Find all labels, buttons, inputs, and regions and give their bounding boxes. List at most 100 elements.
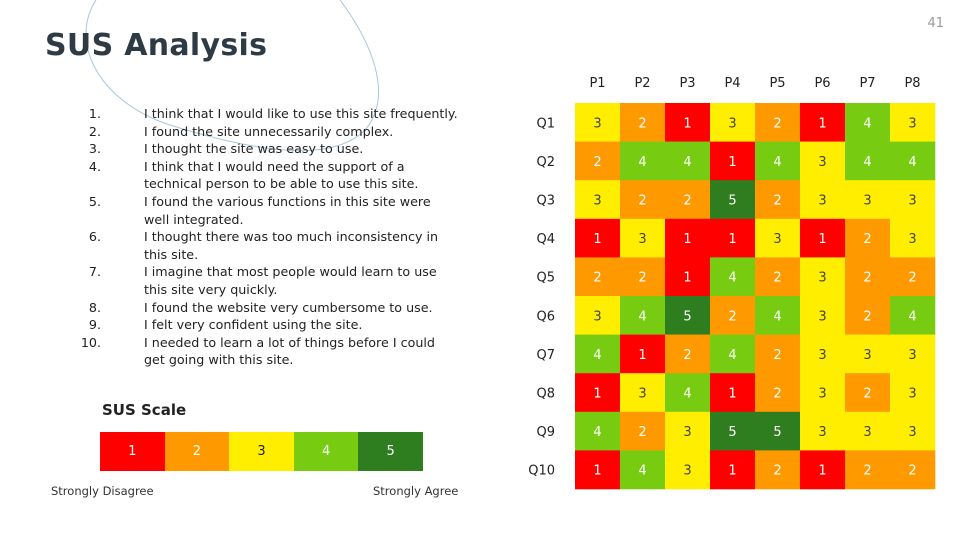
heatmap-value: 3	[773, 232, 781, 247]
heatmap-cell	[845, 450, 891, 490]
column-label: P4	[724, 76, 740, 91]
heatmap-cell	[620, 180, 666, 220]
heatmap-cell	[665, 257, 711, 297]
heatmap-value: 4	[863, 155, 871, 170]
row-label: Q5	[536, 271, 555, 286]
heatmap-value: 3	[818, 309, 826, 324]
heatmap-cell	[620, 334, 666, 374]
heatmap-value: 1	[593, 464, 601, 479]
heatmap-value: 3	[818, 155, 826, 170]
heatmap-cell	[755, 218, 801, 258]
column-label: P1	[589, 76, 605, 91]
scale-low-label: Strongly Disagree	[51, 484, 154, 498]
heatmap-cell	[890, 296, 936, 335]
row-label: Q2	[536, 155, 555, 170]
heatmap-value: 3	[593, 194, 601, 209]
heatmap-cell	[620, 141, 666, 181]
heatmap-value: 5	[728, 425, 736, 440]
heatmap-cell	[845, 373, 891, 413]
heatmap-cell	[575, 373, 621, 413]
heatmap-value: 2	[863, 387, 871, 402]
heatmap-value: 4	[638, 155, 646, 170]
heatmap-value: 1	[683, 232, 691, 247]
heatmap-cell	[620, 296, 666, 335]
heatmap-value: 3	[593, 309, 601, 324]
heatmap-value: 1	[683, 271, 691, 286]
heatmap-value: 4	[728, 348, 736, 363]
row-label: Q4	[536, 232, 555, 247]
heatmap-value: 2	[683, 348, 691, 363]
heatmap-value: 3	[908, 387, 916, 402]
heatmap-value: 3	[908, 194, 916, 209]
heatmap-value: 3	[908, 425, 916, 440]
question-list: 1. I think that I would like to use this …	[58, 105, 458, 369]
heatmap-cell	[890, 450, 936, 490]
scale-high-label: Strongly Agree	[373, 484, 459, 498]
question-text: I thought the site was easy to use.	[144, 141, 364, 157]
heatmap-cell	[710, 141, 756, 181]
heatmap-cell	[710, 450, 756, 490]
heatmap-cell	[620, 103, 666, 142]
heatmap-cell	[710, 373, 756, 413]
row-label: Q1	[536, 116, 555, 131]
question-item: 6. I thought there was too much inconsist…	[58, 228, 458, 263]
heatmap-cell	[800, 141, 846, 181]
heatmap-value: 4	[863, 116, 871, 131]
question-number: 2.	[88, 123, 101, 139]
heatmap-value: 3	[818, 348, 826, 363]
heatmap-cell	[755, 141, 801, 181]
heatmap-cell	[710, 411, 756, 451]
heatmap-cell	[620, 218, 666, 258]
heatmap-value: 2	[593, 271, 601, 286]
heatmap-value: 5	[773, 425, 781, 440]
heatmap-cell	[620, 373, 666, 413]
heatmap-value: 2	[863, 271, 871, 286]
heatmap-value: 1	[593, 232, 601, 247]
heatmap-cell	[800, 180, 846, 220]
heatmap-cell	[755, 180, 801, 220]
heatmap-cell	[890, 373, 936, 413]
heatmap-cell	[665, 450, 711, 490]
heatmap-cell	[845, 218, 891, 258]
heatmap-cell	[620, 411, 666, 451]
heatmap-value: 3	[818, 387, 826, 402]
heatmap-value: 2	[908, 464, 916, 479]
heatmap-value: 3	[638, 232, 646, 247]
question-number: 10.	[80, 334, 101, 350]
heatmap-value: 2	[863, 464, 871, 479]
heatmap-cell	[800, 296, 846, 335]
heatmap-cell	[890, 334, 936, 374]
row-label: Q3	[536, 194, 555, 209]
row-label: Q8	[536, 387, 555, 402]
scale-cell-5: 5	[358, 432, 423, 471]
heatmap-value: 2	[638, 271, 646, 286]
question-text: I think that I would need the support of…	[144, 158, 419, 192]
heatmap-cell	[755, 257, 801, 297]
heatmap-cell	[575, 103, 621, 142]
heatmap-value: 4	[728, 271, 736, 286]
heatmap-cell	[575, 450, 621, 490]
question-number: 4.	[88, 158, 101, 174]
heatmap-value: 5	[728, 194, 736, 209]
scale-cell-4: 4	[293, 432, 359, 471]
heatmap-value: 1	[818, 464, 826, 479]
heatmap-cell	[710, 103, 756, 142]
heatmap-value: 2	[593, 155, 601, 170]
question-item: 5. I found the various functions in this …	[58, 193, 458, 228]
heatmap-cell	[845, 411, 891, 451]
heatmap-cell	[575, 296, 621, 335]
heatmap-cell	[575, 334, 621, 374]
heatmap-cell	[575, 180, 621, 220]
heatmap-cell	[710, 257, 756, 297]
question-text: I thought there was too much inconsisten…	[144, 229, 439, 262]
question-number: 8.	[88, 299, 101, 315]
heatmap-cell	[845, 103, 891, 142]
heatmap-cell	[890, 180, 936, 220]
heatmap-cell	[890, 141, 936, 181]
heatmap-cell	[755, 373, 801, 413]
heatmap-value: 4	[908, 309, 916, 324]
heatmap-value: 3	[728, 116, 736, 131]
question-number: 1.	[88, 106, 101, 121]
heatmap-cell	[800, 257, 846, 297]
question-number: 9.	[88, 317, 101, 333]
